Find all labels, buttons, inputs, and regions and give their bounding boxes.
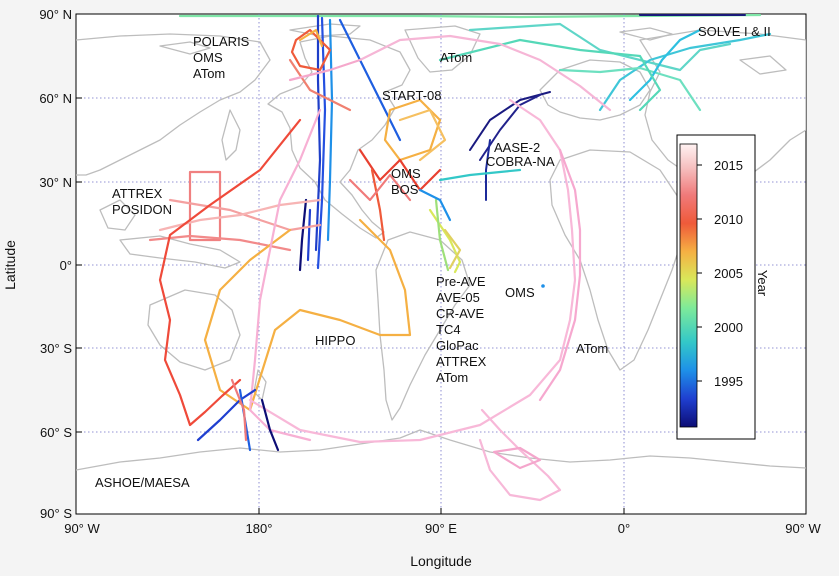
label-bos: BOS [391, 182, 419, 197]
track-blue-diag [338, 18, 402, 142]
x-axis-title: Longitude [410, 553, 472, 569]
y-tick-60n: 60° N [39, 91, 72, 106]
track-atom-south [478, 408, 562, 502]
track-solve-1 [468, 22, 732, 72]
label-oms-s: OMS [505, 285, 535, 300]
track-atom-east [538, 148, 582, 402]
label-oms-nw: OMS [193, 50, 223, 65]
track-hippo [203, 218, 412, 412]
colorbar-label: Year [755, 270, 770, 297]
y-tick-90n: 90° N [39, 7, 72, 22]
label-attrex-s: ATTREX [436, 354, 487, 369]
track-atl-blue [418, 188, 452, 222]
x-tick-labels: 90° W 180° 90° E 0° 90° W [64, 521, 821, 536]
oms-marker [541, 284, 545, 288]
track-blue-col-4 [298, 198, 308, 272]
colorbar-tick-2015: 2015 [714, 158, 743, 173]
label-crave: CR-AVE [436, 306, 484, 321]
track-atom-west [248, 108, 322, 442]
label-hippo: HIPPO [315, 333, 355, 348]
track-solve-2 [598, 32, 772, 112]
track-polaris-1 [290, 28, 332, 72]
colorbar-tick-2010: 2010 [714, 212, 743, 227]
track-polaris-2 [288, 58, 352, 112]
track-aase-1 [469, 91, 551, 151]
track-ashoe-4 [230, 378, 248, 442]
track-attrex-1 [188, 170, 222, 242]
label-solve: SOLVE I & II [698, 24, 771, 39]
track-start08-2 [398, 108, 447, 162]
label-preave: Pre-AVE [436, 274, 486, 289]
track-blue-col-5 [306, 208, 312, 262]
track-atom-north [358, 34, 612, 112]
colorbar: 2015 2010 2005 2000 1995 Year [676, 134, 770, 440]
track-tc4-2 [434, 198, 450, 272]
track-blue-col-1 [314, 14, 322, 252]
y-tick-0: 0° [60, 258, 72, 273]
track-bos-2 [370, 168, 386, 242]
label-attrex-w: ATTREX [112, 186, 163, 201]
label-ave05: AVE-05 [436, 290, 480, 305]
label-atom-north: ATom [440, 50, 472, 65]
track-solve-4 [628, 28, 702, 102]
track-tc4-1 [428, 208, 462, 274]
flight-tracks [148, 14, 772, 502]
track-bos-1 [358, 148, 442, 192]
y-tick-30n: 30° N [39, 175, 72, 190]
annotations: POLARIS OMS ATom ATom START-08 SOLVE I &… [95, 24, 771, 490]
track-attrex-2 [168, 198, 322, 232]
colorbar-tick-2000: 2000 [714, 320, 743, 335]
x-tick-0: 0° [618, 521, 630, 536]
track-bos-3 [348, 173, 412, 202]
label-ashoe: ASHOE/MAESA [95, 475, 190, 490]
track-blue-col-3 [326, 18, 334, 242]
label-oms-center: OMS [391, 166, 421, 181]
label-cobra: COBRA-NA [486, 154, 555, 169]
track-atl-cyan [438, 168, 522, 182]
track-atom-south-2 [492, 446, 542, 470]
track-solve-3 [558, 66, 702, 112]
y-tick-30s: 30° S [40, 341, 72, 356]
y-axis-title: Latitude [2, 240, 18, 290]
y-tick-60s: 60° S [40, 425, 72, 440]
track-aase-3 [485, 139, 491, 201]
label-tc4: TC4 [436, 322, 461, 337]
track-atom-nw [288, 58, 362, 82]
label-atom-s: ATom [436, 370, 468, 385]
track-ashoe-3 [260, 398, 280, 452]
track-crave [443, 228, 462, 270]
x-tick-90e: 90° E [425, 521, 457, 536]
label-atom-nw: ATom [193, 66, 225, 81]
axis-tick-marks [76, 97, 625, 514]
label-atom-e: ATom [576, 341, 608, 356]
label-polaris: POLARIS [193, 34, 250, 49]
colorbar-tick-2005: 2005 [714, 266, 743, 281]
track-red-loop [158, 118, 302, 427]
y-tick-90s: 90° S [40, 506, 72, 521]
colorbar-tick-1995: 1995 [714, 374, 743, 389]
track-start08-1 [383, 98, 442, 162]
x-tick-90w-right: 90° W [785, 521, 821, 536]
track-ashoe-1 [196, 388, 257, 442]
label-start08: START-08 [382, 88, 441, 103]
y-tick-labels: 90° N 60° N 30° N 0° 30° S 60° S 90° S [39, 7, 72, 521]
x-tick-180: 180° [246, 521, 273, 536]
colorbar-scale [679, 143, 698, 428]
label-aase2: AASE-2 [494, 140, 540, 155]
label-posidon: POSIDON [112, 202, 172, 217]
track-solve-5 [438, 38, 662, 112]
label-glopac: GloPac [436, 338, 479, 353]
x-tick-90w-left: 90° W [64, 521, 100, 536]
track-polaris-3 [298, 28, 324, 48]
